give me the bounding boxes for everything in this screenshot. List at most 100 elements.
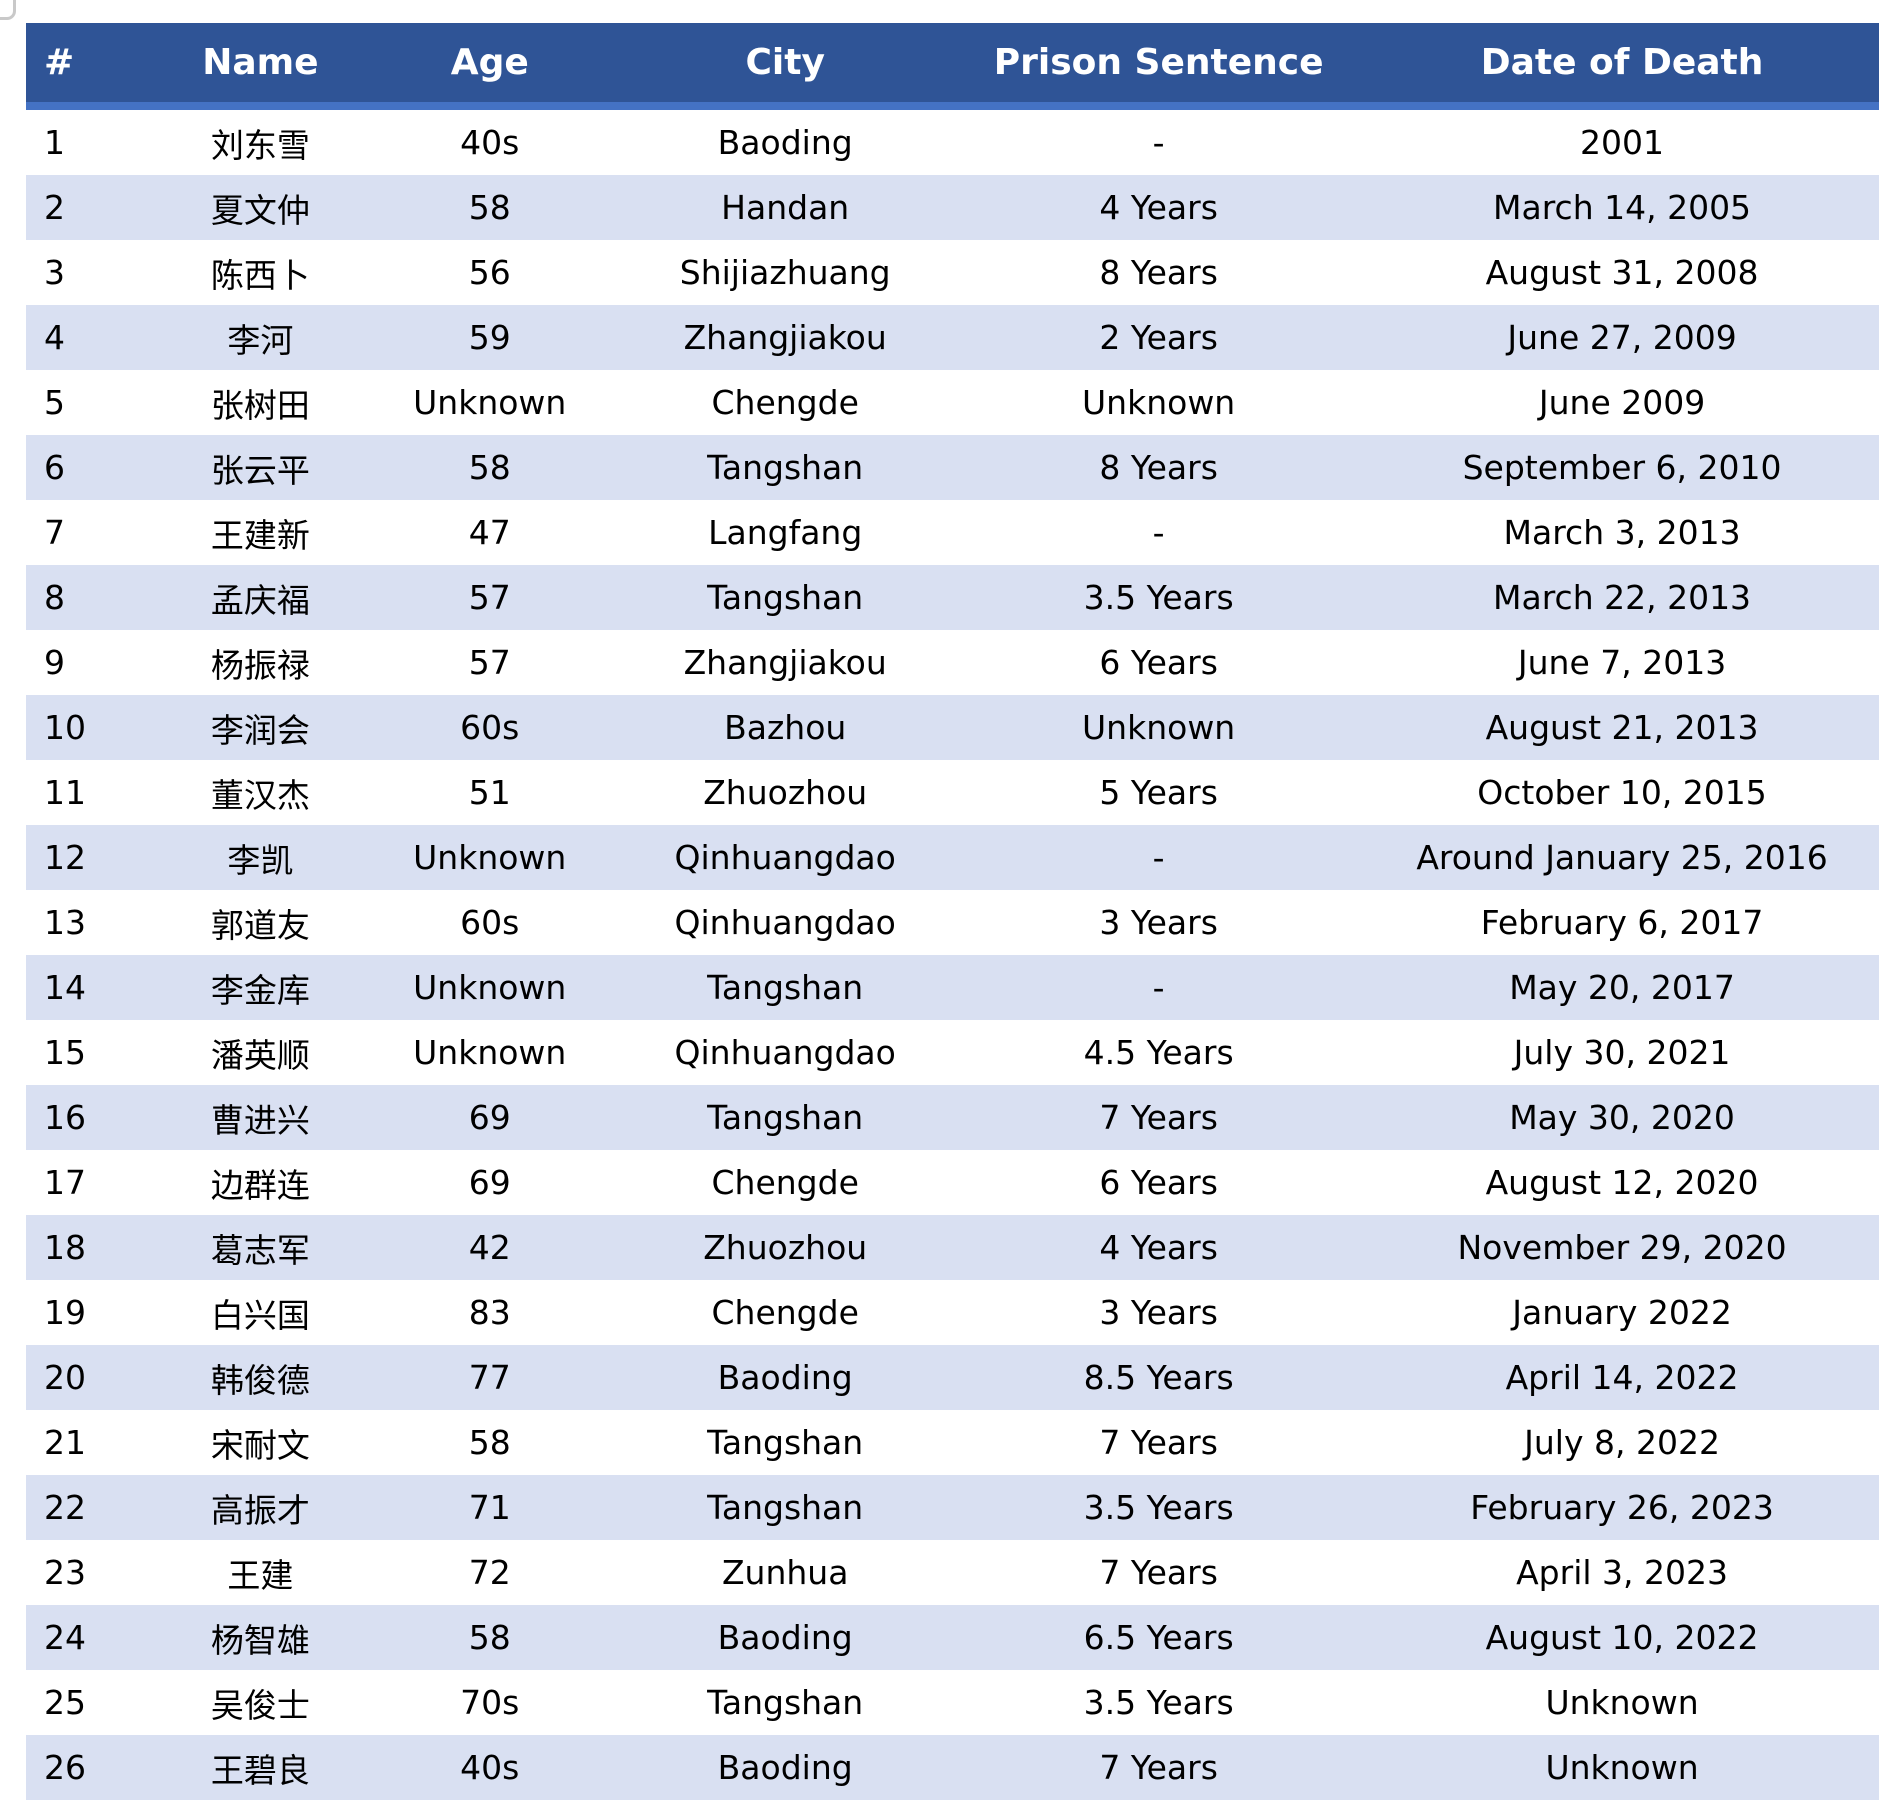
cell-date: August 21, 2013 <box>1365 695 1879 760</box>
cell-city: Chengde <box>618 1280 953 1345</box>
cell-num: 5 <box>26 370 160 435</box>
cell-age: 70s <box>361 1670 619 1735</box>
table-row: 7 王建新 47 Langfang - March 3, 2013 <box>26 500 1879 565</box>
cell-date: February 6, 2017 <box>1365 890 1879 955</box>
cell-date: August 31, 2008 <box>1365 240 1879 305</box>
cell-name: 董汉杰 <box>159 760 362 825</box>
cell-name: 孟庆福 <box>159 565 362 630</box>
cell-age: Unknown <box>361 370 619 435</box>
cell-age: 71 <box>361 1475 619 1540</box>
cell-city: Baoding <box>618 106 953 175</box>
table-row: 21 宋耐文 58 Tangshan 7 Years July 8, 2022 <box>26 1410 1879 1475</box>
table-body: 1 刘东雪 40s Baoding -2001 2 夏文仲 58 Handan 4 Years Ma… <box>26 106 1879 1800</box>
table-row: 3 陈西卜 56 Shijiazhuang 8 Years August 31, 2008 <box>26 240 1879 305</box>
cell-num: 17 <box>26 1150 160 1215</box>
cell-num: 10 <box>26 695 160 760</box>
cell-name: 韩俊德 <box>159 1345 362 1410</box>
cell-num: 12 <box>26 825 160 890</box>
cell-city: Chengde <box>618 1150 953 1215</box>
table-row: 10 李润会 60s Bazhou Unknown August 21, 2013 <box>26 695 1879 760</box>
cell-sentence: 3 Years <box>952 890 1366 955</box>
cell-date: April 14, 2022 <box>1365 1345 1879 1410</box>
cell-age: Unknown <box>361 1020 619 1085</box>
cell-name: 李河 <box>159 305 362 370</box>
cell-name: 郭道友 <box>159 890 362 955</box>
cell-age: Unknown <box>361 955 619 1020</box>
cell-num: 6 <box>26 435 160 500</box>
cell-age: 77 <box>361 1345 619 1410</box>
cell-sentence: 6.5 Years <box>952 1605 1366 1670</box>
cell-sentence: Unknown <box>952 695 1366 760</box>
cell-name: 王建 <box>159 1540 362 1605</box>
table-row: 19 白兴国 83 Chengde 3 Years January 2022 <box>26 1280 1879 1345</box>
table-row: 18 葛志军 42 Zhuozhou 4 Years November 29, 2020 <box>26 1215 1879 1280</box>
cell-date: October 10, 2015 <box>1365 760 1879 825</box>
cell-num: 11 <box>26 760 160 825</box>
cell-city: Langfang <box>618 500 953 565</box>
cell-name: 王碧良 <box>159 1735 362 1800</box>
cell-city: Zhuozhou <box>618 760 953 825</box>
cell-name: 张云平 <box>159 435 362 500</box>
cell-date: September 6, 2010 <box>1365 435 1879 500</box>
cell-age: 60s <box>361 890 619 955</box>
cell-num: 23 <box>26 1540 160 1605</box>
cell-date: 2001 <box>1365 106 1879 175</box>
cell-date: January 2022 <box>1365 1280 1879 1345</box>
table-row: 17 边群连 69 Chengde 6 Years August 12, 2020 <box>26 1150 1879 1215</box>
cell-date: July 30, 2021 <box>1365 1020 1879 1085</box>
cell-age: 42 <box>361 1215 619 1280</box>
cell-num: 24 <box>26 1605 160 1670</box>
cell-sentence: 7 Years <box>952 1735 1366 1800</box>
cell-name: 高振才 <box>159 1475 362 1540</box>
cell-sentence: 7 Years <box>952 1410 1366 1475</box>
cell-num: 14 <box>26 955 160 1020</box>
cell-sentence: 6 Years <box>952 1150 1366 1215</box>
cell-sentence: 3.5 Years <box>952 565 1366 630</box>
cell-name: 夏文仲 <box>159 175 362 240</box>
cell-num: 19 <box>26 1280 160 1345</box>
cell-name: 白兴国 <box>159 1280 362 1345</box>
cell-city: Qinhuangdao <box>618 825 953 890</box>
cell-age: 69 <box>361 1150 619 1215</box>
header-date-of-death: Date of Death <box>1365 23 1879 110</box>
cell-name: 刘东雪 <box>159 106 362 175</box>
cell-sentence: 3.5 Years <box>952 1475 1366 1540</box>
cell-age: 58 <box>361 435 619 500</box>
header-name: Name <box>159 23 362 110</box>
cell-num: 21 <box>26 1410 160 1475</box>
table-row: 23 王建 72 Zunhua 7 Years April 3, 2023 <box>26 1540 1879 1605</box>
cell-date: Unknown <box>1365 1735 1879 1800</box>
cell-date: June 27, 2009 <box>1365 305 1879 370</box>
cell-sentence: 8 Years <box>952 435 1366 500</box>
table-row: 1 刘东雪 40s Baoding -2001 <box>26 106 1879 175</box>
cell-sentence: 8.5 Years <box>952 1345 1366 1410</box>
cell-city: Baoding <box>618 1735 953 1800</box>
cell-name: 吴俊士 <box>159 1670 362 1735</box>
cell-sentence: 4 Years <box>952 1215 1366 1280</box>
header-number: # <box>26 23 160 110</box>
cell-name: 张树田 <box>159 370 362 435</box>
cell-age: 60s <box>361 695 619 760</box>
cell-city: Zhuozhou <box>618 1215 953 1280</box>
table-row: 11 董汉杰 51 Zhuozhou 5 Years October 10, 2015 <box>26 760 1879 825</box>
cell-city: Handan <box>618 175 953 240</box>
cell-age: 58 <box>361 1605 619 1670</box>
table-row: 2 夏文仲 58 Handan 4 Years March 14, 2005 <box>26 175 1879 240</box>
cell-date: March 14, 2005 <box>1365 175 1879 240</box>
cell-age: 40s <box>361 106 619 175</box>
cell-num: 25 <box>26 1670 160 1735</box>
cell-date: August 12, 2020 <box>1365 1150 1879 1215</box>
cell-name: 李金库 <box>159 955 362 1020</box>
header-row: # Name Age City Prison Sentence Date of … <box>26 23 1879 110</box>
cell-date: Around January 25, 2016 <box>1365 825 1879 890</box>
cell-age: 40s <box>361 1735 619 1800</box>
cell-date: March 22, 2013 <box>1365 565 1879 630</box>
cell-city: Tangshan <box>618 565 953 630</box>
table-row: 20 韩俊德 77 Baoding 8.5 Years April 14, 2022 <box>26 1345 1879 1410</box>
table-row: 5 张树田 Unknown Chengde Unknown June 2009 <box>26 370 1879 435</box>
table-row: 9 杨振禄 57 Zhangjiakou 6 Years June 7, 2013 <box>26 630 1879 695</box>
cell-sentence: 5 Years <box>952 760 1366 825</box>
cell-city: Qinhuangdao <box>618 890 953 955</box>
cell-date: June 2009 <box>1365 370 1879 435</box>
cell-sentence: 3 Years <box>952 1280 1366 1345</box>
